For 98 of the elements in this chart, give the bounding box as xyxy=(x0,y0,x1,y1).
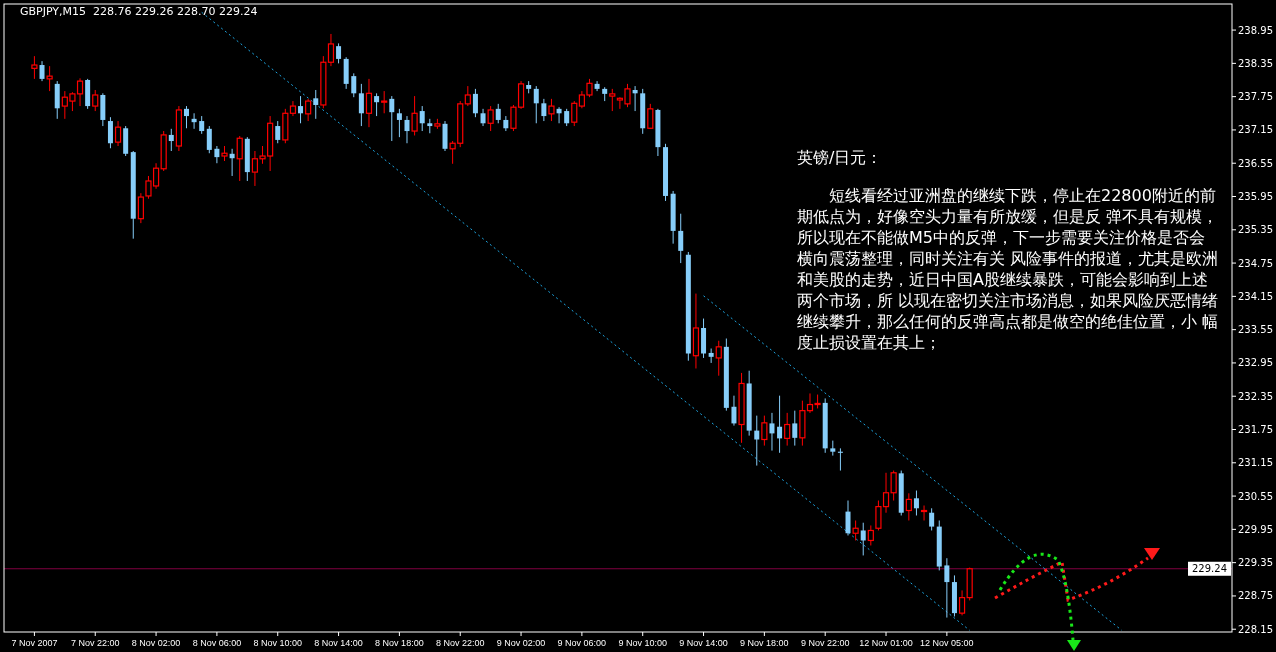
candlestick xyxy=(708,348,714,364)
y-tick-label: 232.95 xyxy=(1238,357,1273,369)
x-tick-label: 9 Nov 10:00 xyxy=(618,638,667,648)
y-tick-label: 234.75 xyxy=(1238,257,1273,269)
candlestick xyxy=(464,85,471,107)
candlestick xyxy=(852,519,859,541)
annotation: 短线看经过亚洲盘的继续下跌，停止在22800附近的前期低点为，好像空头力量有所放缓，但是反 弹不具有规模，所以现在不能做M5中的反弹，下一步需要关注价格是否会横向震荡整理，同时关注有关 风险事件的报道，尤其是欧洲和美股的走势，近日中国A股继续暴跌，可能会影响到上述两个市场，所 以现在密切关注市场消息，如果风险厌恶情绪继续攀升，那么任何的反弹高点都是做空的绝佳位置，小 幅度止损设置在其上； xyxy=(797,186,1219,352)
candlestick xyxy=(487,105,494,132)
candlestick xyxy=(792,410,798,447)
candlestick xyxy=(365,78,373,128)
candlestick xyxy=(715,340,722,377)
x-tick-label: 9 Nov 22:00 xyxy=(800,638,850,648)
chart-title: GBPJPY,M15 228.76 229.26 228.70 229.24 xyxy=(20,5,258,18)
candlestick xyxy=(784,412,791,447)
x-tick-label: 8 Nov 06:00 xyxy=(192,638,242,648)
x-tick-label: 8 Nov 22:00 xyxy=(435,638,485,648)
candlestick xyxy=(913,490,919,516)
candlestick xyxy=(860,522,866,556)
candlestick xyxy=(548,98,555,122)
y-tick-label: 230.55 xyxy=(1238,490,1273,502)
candlestick xyxy=(495,103,501,124)
candlestick xyxy=(168,128,174,152)
candlestick xyxy=(381,90,388,114)
x-tick-label: 8 Nov 02:00 xyxy=(131,638,181,648)
x-tick-label: 12 Nov 05:00 xyxy=(920,638,974,648)
y-tick-label: 236.55 xyxy=(1238,157,1273,169)
y-tick-label: 228.75 xyxy=(1238,590,1273,602)
candlestick xyxy=(533,85,539,124)
y-tick-label: 232.35 xyxy=(1238,390,1273,402)
x-tick-label: 9 Nov 06:00 xyxy=(557,638,607,648)
y-tick-label: 237.75 xyxy=(1238,91,1273,103)
candlestick xyxy=(114,120,122,147)
candlestick xyxy=(754,415,760,467)
y-tick-label: 233.55 xyxy=(1238,324,1273,336)
candlestick xyxy=(229,148,235,177)
candlestick xyxy=(206,125,212,154)
candlestick xyxy=(647,103,654,130)
x-tick-label: 12 Nov 01:00 xyxy=(859,638,913,648)
candlestick xyxy=(761,415,768,447)
candlestick xyxy=(275,120,281,144)
candlestick xyxy=(472,88,478,118)
candlestick xyxy=(336,42,342,64)
candlestick xyxy=(411,95,418,136)
candlestick xyxy=(305,98,312,122)
candlestick xyxy=(107,116,113,149)
y-tick-label: 229.35 xyxy=(1238,557,1273,569)
candlestick xyxy=(92,89,99,112)
candlestick xyxy=(374,92,380,117)
candlestick xyxy=(313,89,319,120)
candlestick xyxy=(396,108,402,138)
y-tick-label: 231.75 xyxy=(1238,424,1273,436)
candlestick xyxy=(571,100,578,127)
candlestick xyxy=(920,505,928,521)
candlestick xyxy=(958,589,966,616)
y-tick-label: 238.35 xyxy=(1238,57,1273,69)
candlestick xyxy=(845,500,851,536)
candlestick xyxy=(769,412,775,452)
candlestick xyxy=(351,72,357,98)
candlestick xyxy=(236,135,243,182)
candlestick xyxy=(389,95,395,142)
candlestick xyxy=(777,395,783,454)
y-tick-label: 237.15 xyxy=(1238,124,1273,136)
y-tick-label: 235.35 xyxy=(1238,224,1273,236)
x-tick-label: 7 Nov 2007 xyxy=(11,638,58,648)
x-tick-label: 9 Nov 18:00 xyxy=(740,638,789,648)
x-tick-label: 8 Nov 14:00 xyxy=(314,638,363,648)
annotation: 英镑/日元： xyxy=(797,148,883,167)
candlestick xyxy=(419,105,425,132)
candlestick xyxy=(31,55,38,80)
candlestick xyxy=(183,105,189,129)
ref-line-label: 229.24 xyxy=(1192,563,1227,575)
x-tick-label: 9 Nov 02:00 xyxy=(496,638,546,648)
candlestick xyxy=(905,492,912,521)
candlestick xyxy=(609,88,616,112)
candlestick xyxy=(731,395,737,427)
y-tick-label: 228.15 xyxy=(1238,623,1273,635)
candlestick xyxy=(298,95,304,124)
x-tick-label: 8 Nov 10:00 xyxy=(253,638,303,648)
y-tick-label: 229.95 xyxy=(1238,523,1273,535)
candlestick xyxy=(556,106,562,124)
candlestick xyxy=(867,524,874,546)
candlestick xyxy=(678,213,684,264)
y-tick-label: 238.95 xyxy=(1238,24,1273,36)
y-tick-label: 231.15 xyxy=(1238,457,1273,469)
y-tick-label: 234.15 xyxy=(1238,290,1273,302)
x-tick-label: 7 Nov 22:00 xyxy=(70,638,120,648)
candlestick xyxy=(39,60,45,82)
candlestick xyxy=(358,83,364,127)
x-tick-label: 8 Nov 18:00 xyxy=(375,638,424,648)
candlestick xyxy=(214,145,220,164)
candlestick xyxy=(944,557,950,619)
candlestick xyxy=(541,98,547,122)
y-tick-label: 235.95 xyxy=(1238,191,1273,203)
candlestick xyxy=(404,115,410,144)
candlestick xyxy=(594,80,600,92)
candlestick xyxy=(929,507,935,531)
x-tick-label: 9 Nov 14:00 xyxy=(679,638,728,648)
candlestick xyxy=(46,65,53,92)
